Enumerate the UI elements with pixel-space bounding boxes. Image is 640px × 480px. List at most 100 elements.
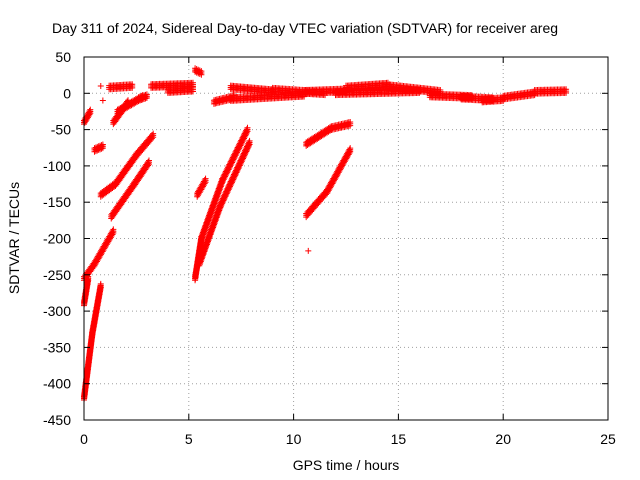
data-point [231,155,238,162]
data-point [228,160,235,167]
data-point [229,158,236,165]
data-point [230,156,237,163]
data-point [212,217,219,224]
data-point [196,261,203,268]
data-point [241,152,248,159]
data-point [221,194,228,201]
data-point [224,189,231,196]
data-point [234,166,241,173]
data-point [200,230,207,237]
data-point [237,142,244,149]
data-point [224,167,231,174]
data-point [202,179,209,186]
data-point [223,190,230,197]
data-point [205,237,212,244]
data-point [217,203,224,210]
data-point [233,151,240,158]
data-point [97,83,104,90]
y-tick-label: -300 [43,303,71,319]
grid-lines [84,57,608,420]
data-point [129,84,136,91]
data-point [211,200,218,207]
chart-title: Day 311 of 2024, Sidereal Day-to-day VTE… [52,20,558,36]
data-point [240,154,247,161]
data-point [206,234,213,241]
data-point [213,214,220,221]
data-point [223,192,230,199]
data-point [199,234,206,241]
data-point [244,145,251,152]
data-point [243,147,250,154]
data-point [209,206,216,213]
data-point [243,131,250,138]
data-point [201,248,208,255]
data-point [198,257,205,264]
data-point [203,242,210,249]
y-tick-label: -50 [51,122,71,138]
data-point [224,169,231,176]
data-point [213,215,220,222]
data-point [225,186,232,193]
data-point [208,210,215,217]
y-tick-label: -350 [43,339,71,355]
data-point [215,210,222,217]
data-point [215,190,222,197]
data-point [228,179,235,186]
data-point [207,211,214,218]
data-point [215,189,222,196]
data-point [208,228,215,235]
data-point [145,161,152,168]
data-point [246,141,253,148]
data-point [210,203,217,210]
data-point [221,196,228,203]
data-point [199,254,206,261]
data-point [199,233,206,240]
data-point [86,111,93,118]
data-point [236,162,243,169]
data-point [200,251,207,258]
data-point [216,187,223,194]
data-point [230,175,237,182]
data-point [243,148,250,155]
data-point [236,143,243,150]
data-point [241,134,248,141]
data-point [211,220,218,227]
data-point [212,197,219,204]
data-point [209,225,216,232]
data-point [201,180,208,187]
data-point [225,166,232,173]
data-point [214,191,221,198]
data-point [206,216,213,223]
data-point [244,128,251,135]
y-tick-label: -400 [43,376,71,392]
data-point [223,170,230,177]
axis-ticks [83,56,609,421]
data-point [242,151,249,158]
data-point [209,207,216,214]
data-point [347,122,354,129]
data-point [218,180,225,187]
data-point [212,218,219,225]
data-point [215,208,222,215]
data-point [235,146,242,153]
data-point [210,223,217,230]
data-point [232,172,239,179]
data-point [219,199,226,206]
data-point [231,153,238,160]
data-point [207,232,214,239]
data-point [232,170,239,177]
data-point [234,168,241,175]
data-point [207,231,214,238]
data-point [203,223,210,230]
data-point [563,89,570,96]
data-point [214,213,221,220]
data-point [201,228,208,235]
data-point [189,88,196,95]
data-point [201,247,208,254]
data-point [245,142,252,149]
data-point [99,145,106,152]
data-point [99,97,106,104]
data-point [225,187,232,194]
plot-frame [83,56,609,421]
x-tick-label: 25 [600,431,616,447]
